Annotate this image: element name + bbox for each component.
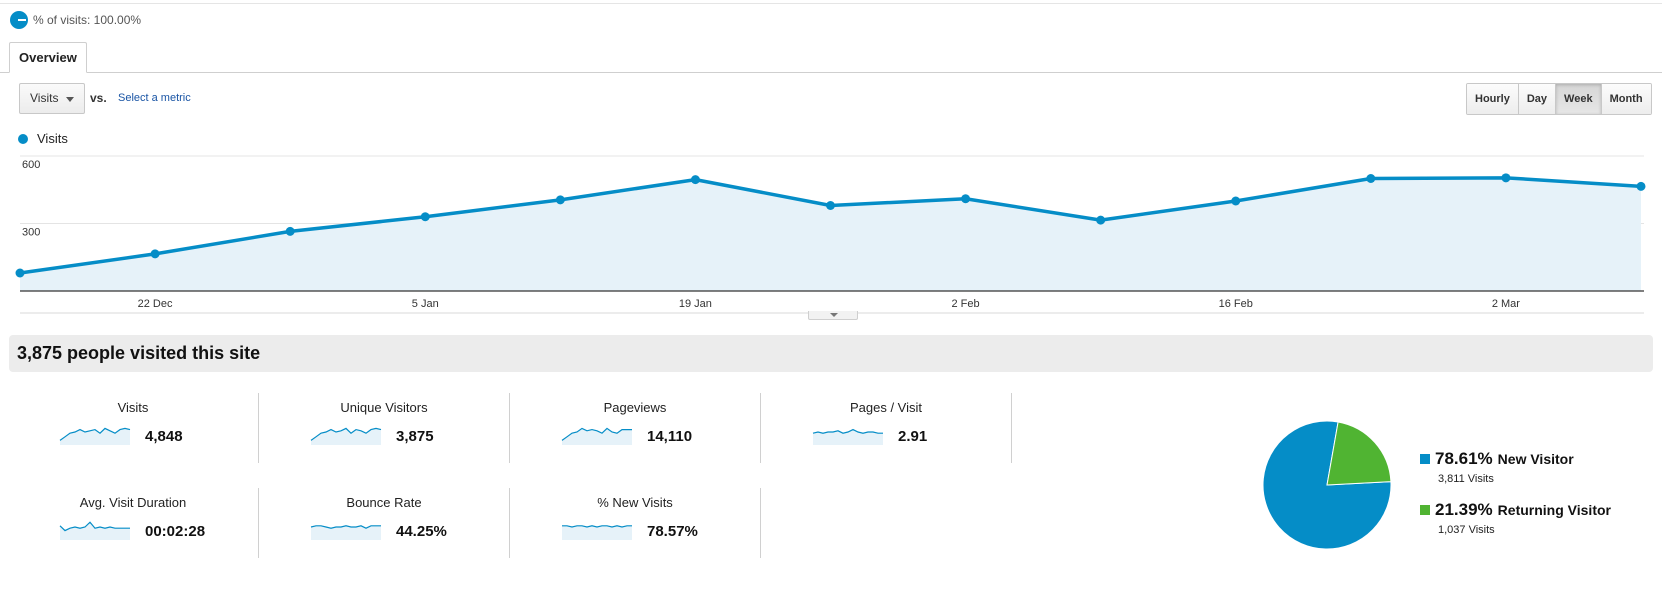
metric-title: % New Visits bbox=[597, 495, 673, 510]
metric-value: 2.91 bbox=[898, 428, 928, 445]
legend-visits: 3,811 Visits bbox=[1438, 473, 1494, 485]
visitor-type-pie-chart[interactable] bbox=[1262, 420, 1392, 550]
sparkline-area bbox=[311, 428, 381, 445]
metric-value: 4,848 bbox=[145, 428, 183, 445]
legend-series-name: Visits bbox=[37, 131, 68, 146]
sparkline-area bbox=[562, 428, 632, 445]
metric-sparkline bbox=[812, 428, 883, 445]
metric-title: Avg. Visit Duration bbox=[79, 495, 187, 510]
metric-title: Pages / Visit bbox=[849, 400, 923, 415]
metric-cell[interactable]: Avg. Visit Duration 00:02:28 bbox=[8, 488, 259, 558]
sparkline-area bbox=[60, 522, 130, 540]
metric-title: Visits bbox=[117, 400, 149, 415]
metric-sparkline bbox=[310, 525, 381, 540]
vs-label: vs. bbox=[90, 91, 107, 105]
sparkline-line bbox=[59, 427, 131, 441]
data-point bbox=[961, 194, 971, 204]
y-tick-label: 300 bbox=[22, 227, 40, 239]
hourly-button[interactable]: Hourly bbox=[1467, 84, 1519, 114]
metric-dropdown-value: Visits bbox=[30, 91, 59, 105]
segment-pie-icon bbox=[10, 11, 28, 29]
metric-value: 44.25% bbox=[396, 523, 447, 540]
metric-cell[interactable]: % New Visits 78.57% bbox=[510, 488, 761, 558]
data-point bbox=[1366, 174, 1376, 183]
tab-overview[interactable]: Overview bbox=[9, 42, 87, 73]
x-tick-label: 2 Feb bbox=[952, 298, 980, 310]
metric-value: 14,110 bbox=[647, 428, 693, 445]
week-button[interactable]: Week bbox=[1556, 84, 1602, 114]
x-tick-label: 19 Jan bbox=[679, 298, 712, 310]
data-point bbox=[1636, 181, 1646, 191]
legend-percent: 78.61% bbox=[1435, 449, 1493, 468]
segment-label: % of visits: 100.00% bbox=[33, 13, 142, 27]
legend-visits: 1,037 Visits bbox=[1438, 524, 1495, 536]
metric-cell[interactable]: Pages / Visit 2.91 bbox=[761, 393, 1012, 463]
metric-sparkline bbox=[59, 427, 131, 445]
legend-dot-icon bbox=[18, 133, 28, 144]
metric-title: Pageviews bbox=[603, 400, 667, 415]
metric-sparkline bbox=[562, 525, 632, 540]
sparkline-area bbox=[562, 525, 632, 540]
pie-legend-entry: 78.61% New Visitor 3,811 Visits bbox=[1420, 449, 1574, 485]
pie-slice-returning-visitor bbox=[1326, 421, 1392, 486]
x-tick-label: 22 Dec bbox=[138, 298, 173, 310]
x-tick-label: 2 Mar bbox=[1492, 298, 1520, 310]
data-point bbox=[15, 268, 25, 278]
chart-collapse-handle[interactable] bbox=[808, 311, 858, 320]
tab-bar: Overview bbox=[0, 42, 1662, 73]
metric-value: 3,875 bbox=[396, 428, 434, 445]
data-point bbox=[420, 212, 430, 222]
data-point bbox=[1501, 173, 1511, 183]
x-tick-label: 16 Feb bbox=[1219, 298, 1253, 310]
pie-legend-entry: 21.39% Returning Visitor 1,037 Visits bbox=[1420, 500, 1611, 536]
chevron-down-icon bbox=[66, 97, 74, 102]
sparkline-line bbox=[310, 525, 381, 529]
legend-name: Returning Visitor bbox=[1497, 502, 1611, 518]
metric-dropdown[interactable]: Visits bbox=[19, 83, 85, 114]
metric-value: 00:02:28 bbox=[145, 523, 206, 540]
summary-headline: 3,875 people visited this site bbox=[9, 335, 1653, 372]
metric-title: Bounce Rate bbox=[346, 495, 422, 510]
x-tick-label: 5 Jan bbox=[412, 298, 439, 310]
metric-cell[interactable]: Bounce Rate 44.25% bbox=[259, 488, 510, 558]
select-metric-link[interactable]: Select a metric bbox=[118, 92, 191, 104]
top-divider bbox=[0, 0, 1662, 4]
sparkline-line bbox=[562, 525, 632, 528]
sparkline-line bbox=[561, 427, 632, 441]
sparkline-line bbox=[812, 428, 883, 434]
sparkline-line bbox=[310, 427, 382, 441]
metric-title: Unique Visitors bbox=[340, 400, 428, 415]
legend-swatch bbox=[1420, 505, 1430, 515]
data-point bbox=[1231, 196, 1241, 206]
metric-sparkline bbox=[561, 427, 632, 445]
data-point bbox=[690, 175, 700, 185]
granularity-toggle: Hourly Day Week Month bbox=[1466, 83, 1652, 115]
y-tick-label: 600 bbox=[22, 159, 40, 171]
visits-line-chart[interactable]: 300 600 22 Dec 5 Jan 19 Jan 2 Feb 16 Feb 2 Mar bbox=[0, 150, 1662, 315]
metric-cell[interactable]: Pageviews 14,110 bbox=[510, 393, 761, 463]
legend-swatch bbox=[1420, 454, 1430, 464]
month-button[interactable]: Month bbox=[1601, 84, 1651, 114]
legend-percent: 21.39% bbox=[1435, 500, 1493, 519]
data-point bbox=[285, 226, 295, 236]
sparkline-area bbox=[311, 525, 381, 540]
sparkline-area bbox=[60, 428, 130, 445]
metric-sparkline bbox=[59, 521, 130, 540]
data-point bbox=[1096, 215, 1106, 225]
sparkline-line bbox=[59, 521, 130, 532]
legend-name: New Visitor bbox=[1497, 451, 1574, 467]
metric-cell[interactable]: Visits 4,848 bbox=[8, 393, 259, 463]
data-point bbox=[826, 201, 835, 210]
metric-value: 78.57% bbox=[647, 523, 698, 540]
data-point bbox=[555, 195, 565, 205]
data-point bbox=[150, 249, 160, 259]
metric-cell[interactable]: Unique Visitors 3,875 bbox=[259, 393, 510, 463]
chart-legend: Visits bbox=[18, 131, 68, 146]
metric-sparkline bbox=[310, 427, 382, 445]
segment-indicator[interactable]: % of visits: 100.00% bbox=[10, 10, 141, 30]
sparkline-area bbox=[813, 429, 883, 445]
day-button[interactable]: Day bbox=[1518, 84, 1557, 114]
visits-area-fill bbox=[20, 177, 1641, 291]
